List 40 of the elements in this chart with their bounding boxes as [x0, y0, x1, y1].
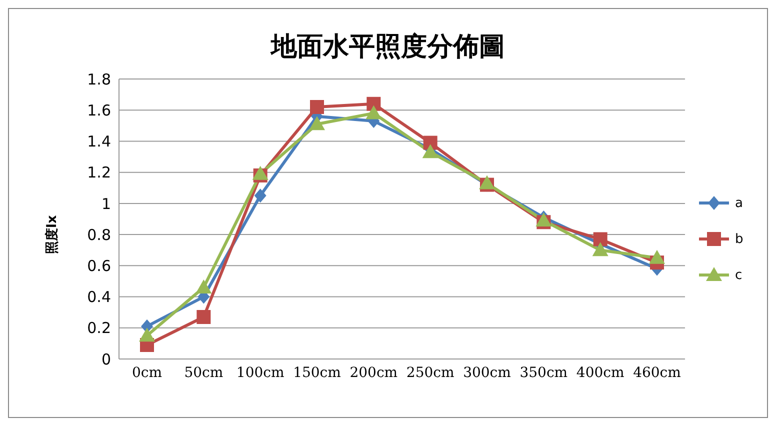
y-tick-label: 1.4 [87, 132, 111, 151]
x-tick-label: 300cm [463, 364, 511, 381]
x-tick-label: 100cm [236, 364, 284, 381]
y-tick-label: 0.4 [87, 288, 111, 306]
point [593, 232, 608, 246]
point [536, 212, 552, 227]
point [196, 310, 211, 324]
point [139, 328, 155, 342]
point [649, 250, 665, 264]
x-tick-label: 400cm [576, 364, 624, 381]
point [592, 242, 608, 256]
y-axis-title: 照度lx [44, 215, 61, 254]
y-tick-label: 0.2 [87, 319, 111, 338]
point [479, 175, 495, 190]
x-tick-label: 200cm [350, 364, 398, 381]
y-tick-label: 1.6 [87, 101, 111, 120]
point [366, 96, 381, 111]
x-tick-label: 250cm [406, 364, 454, 381]
x-tick-label: 460cm [633, 364, 681, 381]
y-tick-label: 0.8 [87, 226, 111, 244]
x-tick-label: 150cm [293, 364, 341, 381]
y-tick-label: 1.8 [87, 70, 111, 88]
point [252, 166, 268, 180]
point [309, 116, 325, 130]
point [310, 100, 324, 114]
point [422, 144, 438, 158]
y-tick-label: 1.2 [87, 164, 111, 182]
y-tick-label: 0.6 [87, 256, 111, 275]
point [366, 105, 382, 120]
point [196, 279, 212, 294]
x-tick-label: 350cm [520, 364, 568, 381]
y-tick-label: 1 [101, 194, 111, 213]
x-tick-label: 50cm [184, 364, 224, 381]
x-tick-label: 0cm [132, 364, 162, 381]
y-tick-label: 0 [101, 350, 111, 368]
legend-label: c [735, 268, 742, 282]
chart-title: 地面水平照度分佈圖 [269, 31, 506, 64]
point [254, 188, 266, 203]
legend-label: a [735, 196, 743, 210]
legend-label: b [735, 232, 744, 246]
